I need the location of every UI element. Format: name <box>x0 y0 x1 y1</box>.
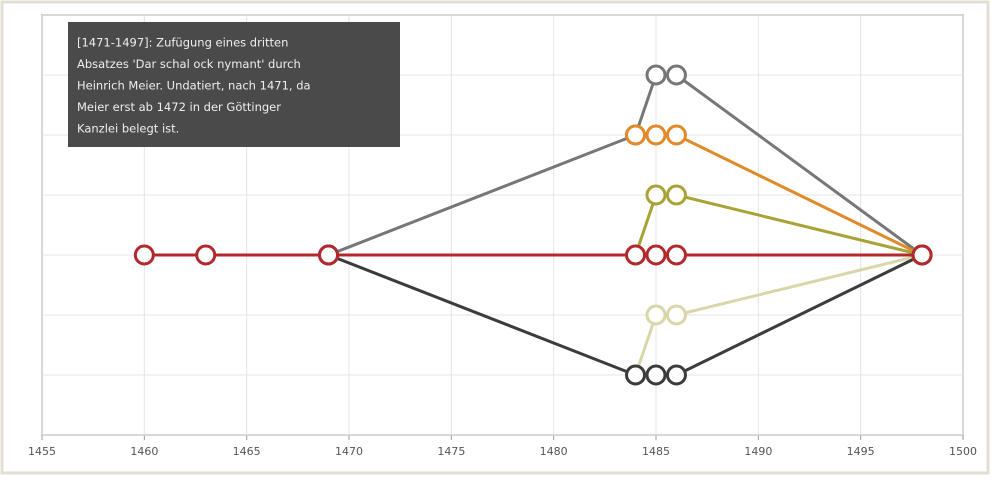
tooltip-text: [1471-1497]: Zufügung eines dritten <box>77 36 288 50</box>
tooltip-text: Kanzlei belegt ist. <box>77 122 179 136</box>
node <box>645 244 667 266</box>
node <box>645 304 667 326</box>
node <box>645 124 667 146</box>
node <box>665 364 687 386</box>
x-tick-label: 1485 <box>642 445 670 458</box>
x-tick-label: 1490 <box>744 445 772 458</box>
x-tick-label: 1470 <box>335 445 363 458</box>
node <box>625 244 647 266</box>
node <box>665 124 687 146</box>
node <box>645 184 667 206</box>
node <box>665 304 687 326</box>
node <box>195 244 217 266</box>
node <box>665 64 687 86</box>
x-tick-label: 1465 <box>233 445 261 458</box>
node <box>625 124 647 146</box>
node <box>625 364 647 386</box>
tooltip-text: Heinrich Meier. Undatiert, nach 1471, da <box>77 79 311 93</box>
tooltip-text: Meier erst ab 1472 in der Göttinger <box>77 100 281 114</box>
node <box>665 244 687 266</box>
x-tick-label: 1480 <box>540 445 568 458</box>
node <box>133 244 155 266</box>
node <box>911 244 933 266</box>
x-tick-label: 1495 <box>847 445 875 458</box>
tooltip-box <box>68 22 400 147</box>
node <box>665 184 687 206</box>
x-tick-label: 1460 <box>130 445 158 458</box>
x-tick-label: 1475 <box>437 445 465 458</box>
tooltip-text: Absatzes 'Dar schal ock nymant' durch <box>77 57 301 71</box>
x-tick-label: 1455 <box>28 445 56 458</box>
tooltip: [1471-1497]: Zufügung eines dritten Absat… <box>68 22 400 147</box>
node <box>645 364 667 386</box>
node <box>645 64 667 86</box>
node <box>318 244 340 266</box>
x-tick-label: 1500 <box>949 445 977 458</box>
